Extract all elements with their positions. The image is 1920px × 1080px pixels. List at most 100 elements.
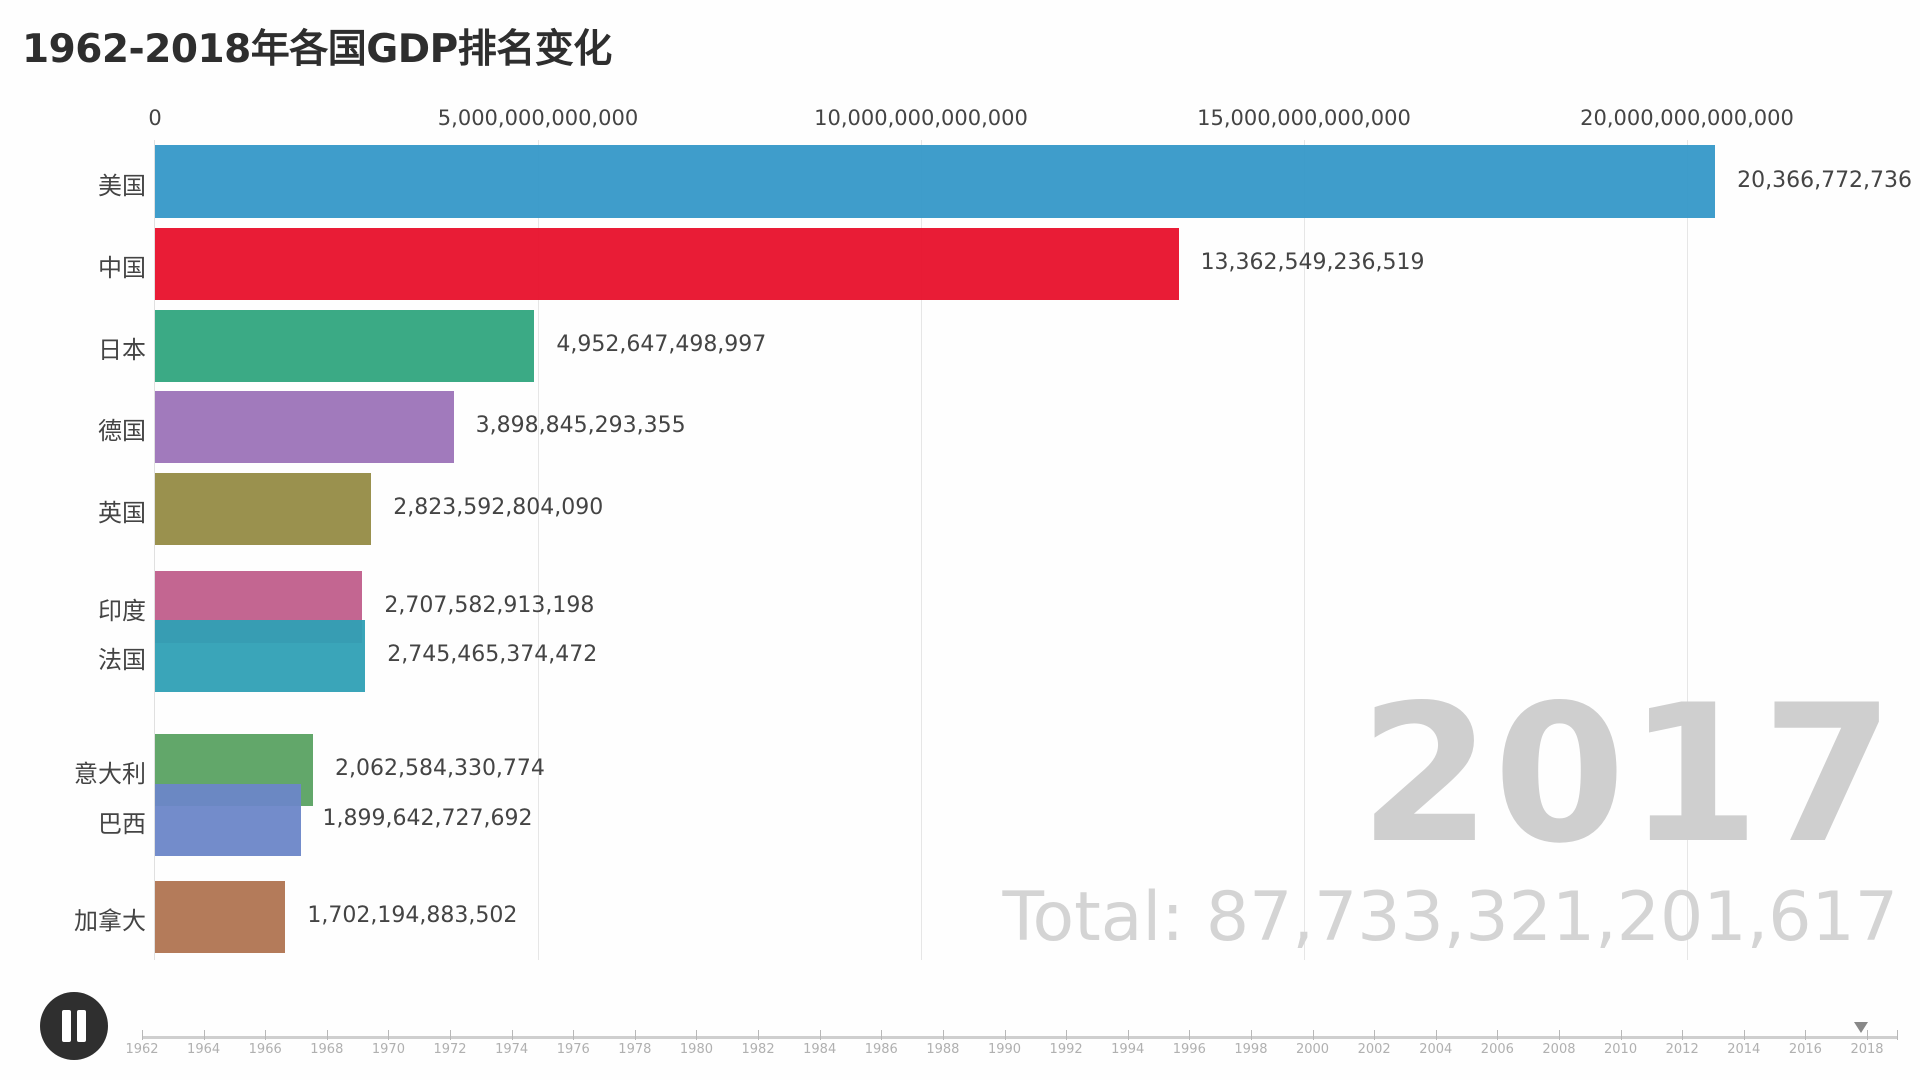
bar-value-label: 2,707,582,913,198 (384, 593, 595, 618)
bar (155, 228, 1179, 300)
bar-value-label: 13,362,549,236,519 (1200, 250, 1425, 275)
current-year-overlay: 2017 (1359, 664, 1896, 885)
bar-value-label: 20,366,772,736 (1737, 167, 1913, 193)
timeline-year-label[interactable]: 1970 (371, 1042, 405, 1057)
timeline-tick (1004, 1030, 1006, 1040)
pause-button[interactable] (40, 992, 108, 1060)
timeline-tick (1497, 1030, 1499, 1040)
bar (155, 473, 372, 545)
timeline-year-label[interactable]: 2008 (1542, 1042, 1576, 1057)
timeline-tick (450, 1030, 452, 1040)
timeline-tick (1743, 1030, 1745, 1040)
timeline-tick (511, 1030, 513, 1040)
bar-value-label: 2,823,592,804,090 (393, 495, 604, 520)
bar (155, 784, 301, 856)
timeline-tick (1189, 1030, 1191, 1040)
timeline-year-label[interactable]: 1990 (987, 1042, 1022, 1057)
timeline-tick (1867, 1030, 1868, 1040)
timeline-tick (326, 1030, 328, 1040)
timeline-year-label[interactable]: 1968 (310, 1042, 344, 1057)
y-axis-baseline (154, 140, 155, 960)
timeline-year-label[interactable]: 1972 (433, 1042, 467, 1057)
timeline-year-label[interactable]: 1962 (125, 1042, 159, 1057)
timeline-year-label[interactable]: 2018 (1850, 1042, 1884, 1057)
timeline-year-label[interactable]: 1998 (1234, 1042, 1268, 1057)
bar-category-label: 美国 (98, 171, 146, 200)
bar-category-label: 中国 (98, 254, 146, 282)
timeline-position-marker[interactable] (1853, 1022, 1868, 1033)
timeline-tick (819, 1030, 821, 1040)
timeline-tick (1250, 1030, 1252, 1040)
bar (155, 145, 1716, 218)
x-axis-tick-label: 15,000,000,000,000 (1197, 106, 1411, 130)
timeline-year-label[interactable]: 1980 (679, 1042, 713, 1057)
x-axis-tick-label: 5,000,000,000,000 (437, 106, 639, 130)
timeline-year-label[interactable]: 1986 (864, 1042, 898, 1057)
bar-value-label: 1,899,642,727,692 (322, 806, 533, 831)
x-axis-tick-label: 20,000,000,000,000 (1580, 106, 1794, 130)
bar-category-label: 英国 (98, 499, 146, 527)
timeline-tick (1435, 1030, 1437, 1040)
bar-category-label: 加拿大 (74, 907, 146, 935)
bar-value-label: 1,702,194,883,502 (307, 903, 518, 928)
timeline-year-label[interactable]: 1964 (187, 1042, 221, 1057)
bar-category-label: 日本 (98, 336, 146, 364)
bar (155, 881, 286, 953)
timeline-track[interactable] (142, 1036, 1898, 1039)
bar (155, 310, 535, 382)
bar-category-label: 法国 (98, 646, 146, 674)
timeline-year-label[interactable]: 2004 (1419, 1042, 1453, 1057)
pause-icon (77, 1010, 86, 1042)
timeline-tick (203, 1030, 205, 1040)
total-gdp-overlay: Total: 87,733,321,201,617 (1002, 878, 1899, 957)
bar (155, 620, 366, 692)
timeline-year-label[interactable]: 2014 (1727, 1042, 1761, 1057)
timeline-year-label[interactable]: 2006 (1480, 1042, 1514, 1057)
timeline-year-label[interactable]: 1994 (1111, 1042, 1145, 1057)
pause-icon (62, 1010, 71, 1042)
timeline-year-label[interactable]: 2016 (1788, 1042, 1822, 1057)
timeline-year-label[interactable]: 1984 (803, 1042, 837, 1057)
timeline-tick (758, 1030, 760, 1040)
timeline-end-tick (1897, 1030, 1898, 1040)
timeline-tick (942, 1030, 944, 1040)
timeline-tick (573, 1030, 575, 1040)
bar-value-label: 3,898,845,293,355 (475, 413, 686, 438)
bar (155, 391, 454, 463)
gridline (921, 140, 922, 960)
timeline-tick (265, 1030, 267, 1040)
timeline-year-label[interactable]: 2002 (1357, 1042, 1391, 1057)
gridline (1687, 140, 1688, 960)
timeline-tick (1127, 1030, 1129, 1040)
timeline-year-label[interactable]: 1996 (1172, 1042, 1206, 1057)
bar-value-label: 4,952,647,498,997 (556, 332, 767, 357)
timeline-year-label[interactable]: 1988 (926, 1042, 960, 1057)
bar-value-label: 2,745,465,374,472 (387, 642, 598, 667)
timeline-year-label[interactable]: 1976 (556, 1042, 590, 1057)
bar-category-label: 巴西 (98, 810, 146, 838)
gridline (538, 140, 539, 960)
timeline-year-label[interactable]: 2000 (1295, 1042, 1330, 1057)
timeline-year-label[interactable]: 1992 (1049, 1042, 1083, 1057)
x-axis-tick-label: 10,000,000,000,000 (814, 106, 1028, 130)
bar-value-label: 2,062,584,330,774 (334, 756, 545, 781)
bar-category-label: 意大利 (74, 760, 146, 788)
timeline-year-label[interactable]: 1982 (741, 1042, 775, 1057)
timeline-tick (1066, 1030, 1068, 1040)
timeline-year-label[interactable]: 2012 (1665, 1042, 1699, 1057)
chart-title: 1962-2018年各国GDP排名变化 (22, 27, 612, 72)
timeline-year-label[interactable]: 1974 (495, 1042, 529, 1057)
timeline-tick (1558, 1030, 1560, 1040)
timeline-year-label[interactable]: 2010 (1604, 1042, 1638, 1057)
timeline-tick (881, 1030, 883, 1040)
timeline-tick (1805, 1030, 1807, 1040)
timeline-year-label[interactable]: 1966 (248, 1042, 282, 1057)
timeline-tick (1374, 1030, 1376, 1040)
timeline-tick (696, 1030, 698, 1040)
timeline-tick (1620, 1030, 1622, 1040)
timeline-tick (388, 1030, 390, 1040)
timeline-tick (634, 1030, 636, 1040)
timeline-year-label[interactable]: 1978 (618, 1042, 652, 1057)
timeline-tick (1682, 1030, 1684, 1040)
timeline-tick (1312, 1030, 1314, 1040)
